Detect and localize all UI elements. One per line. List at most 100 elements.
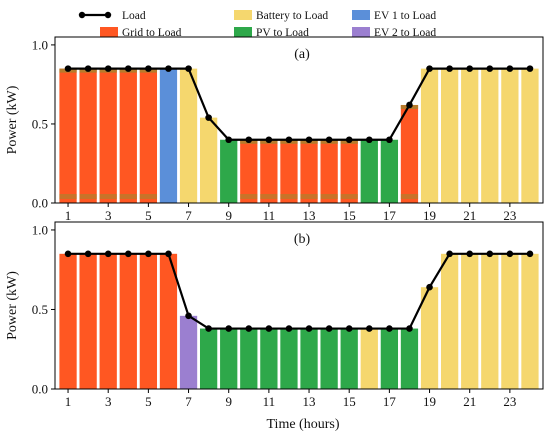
bar-hour-12-grid [280,139,298,203]
y-axis-label: Power (kW) [5,85,20,154]
bar-hour-22-battery [481,253,499,389]
bar-hour-17-pv [380,139,399,203]
legend-item-ev2: EV 2 to Load [352,27,436,39]
legend-label-ev1: EV 1 to Load [374,10,436,22]
load-point-hour-10 [245,136,253,144]
load-point-hour-8 [205,325,212,332]
legend: Load Grid to Load Battery to Load PV to … [78,10,436,39]
legend-item-load: Load [78,10,146,22]
load-point-hour-21 [466,250,474,258]
load-point-hour-22 [486,65,494,72]
load-point-hour-23 [506,250,514,258]
x-tick-label: 5 [145,208,152,223]
x-tick-label: 23 [503,208,516,223]
x-tick-label: 21 [463,394,476,409]
load-point-hour-3 [104,65,112,72]
x-tick-label: 9 [225,394,232,409]
x-tick-label: 11 [263,394,276,409]
bar-hour-9-pv [220,139,238,203]
bar-hour-16-battery [360,328,378,389]
bar-strip-bottom-13 [300,194,318,199]
bar-hour-2-grid [79,253,97,389]
y-tick-label: 0.5 [32,302,48,317]
bar-hour-13-grid [300,139,318,203]
load-point-hour-20 [446,65,453,72]
bar-hour-8-pv [199,328,218,389]
bar-strip-bottom-11 [260,194,278,199]
load-point-hour-11 [265,325,273,332]
x-tick-label: 21 [463,208,476,223]
bar-hour-10-pv [240,328,258,389]
x-tick-label: 1 [65,208,72,223]
bar-hour-15-pv [340,328,358,389]
x-tick-label: 13 [303,394,316,409]
load-point-hour-17 [386,325,393,332]
y-tick-label: 0.0 [32,196,48,211]
load-point-hour-15 [345,136,353,144]
bar-hour-4-grid [119,253,137,389]
bar-hour-21-battery [461,253,479,389]
load-point-hour-7 [185,312,192,320]
x-tick-label: 17 [383,394,397,409]
bar-strip-bottom-2 [79,194,97,199]
load-point-hour-16 [365,136,373,144]
bar-hour-1-grid [59,68,77,203]
bar-hour-13-pv [300,328,318,389]
bar-hour-12-pv [280,328,298,389]
bar-hour-21-battery [461,68,479,203]
panel-label: (a) [294,47,310,62]
plot-frame [54,36,544,204]
bar-hour-14-pv [320,328,338,389]
load-point-hour-2 [84,65,92,72]
legend-swatch-pv [234,27,252,37]
bar-hour-18-grid [400,104,419,203]
panel-label: (b) [294,232,311,247]
y-tick-label: 1.0 [32,222,48,237]
plot-frame [54,221,544,390]
legend-swatch-battery [234,10,252,20]
bar-hour-3-grid [99,68,117,203]
bar-hour-11-pv [260,328,278,389]
legend-label-load: Load [122,10,146,22]
load-point-hour-9 [225,325,233,332]
x-axis-label: Time (hours) [267,417,340,432]
bar-strip-bottom-18 [400,194,419,199]
load-point-hour-4 [124,65,132,72]
bar-strip-bottom-4 [119,194,137,199]
bar-hour-14-grid [320,139,338,203]
load-point-hour-24 [526,65,534,72]
legend-swatch-ev2 [352,27,370,37]
legend-label-ev2: EV 2 to Load [374,27,436,39]
load-point-hour-2 [84,250,92,258]
load-point-hour-15 [345,325,353,332]
bar-hour-19-battery [420,68,439,203]
bar-hour-5-grid [139,253,158,389]
x-tick-label: 5 [145,394,152,409]
load-point-hour-22 [486,250,494,258]
load-point-hour-5 [145,65,152,72]
bar-hour-1-grid [59,253,77,389]
load-point-hour-6 [165,250,172,258]
load-point-hour-18 [406,101,413,109]
load-point-hour-19 [426,65,433,72]
load-point-hour-10 [245,325,253,332]
bar-strip-bottom-10 [240,194,258,199]
bar-hour-24-battery [521,253,539,389]
bar-hour-23-battery [501,253,519,389]
bar-hour-8-battery [199,117,218,203]
legend-swatch-ev1 [352,10,370,20]
bar-strip-bottom-12 [280,194,298,199]
bar-hour-7-battery [179,68,198,203]
load-point-hour-20 [446,250,453,258]
legend-swatch-grid [100,27,118,37]
bar-hour-24-battery [521,68,539,203]
bar-hour-5-grid [139,68,158,203]
load-point-hour-5 [145,250,152,258]
x-tick-label: 7 [185,208,192,223]
load-point-hour-18 [406,325,413,332]
load-point-hour-17 [386,136,393,144]
x-tick-label: 15 [343,208,356,223]
